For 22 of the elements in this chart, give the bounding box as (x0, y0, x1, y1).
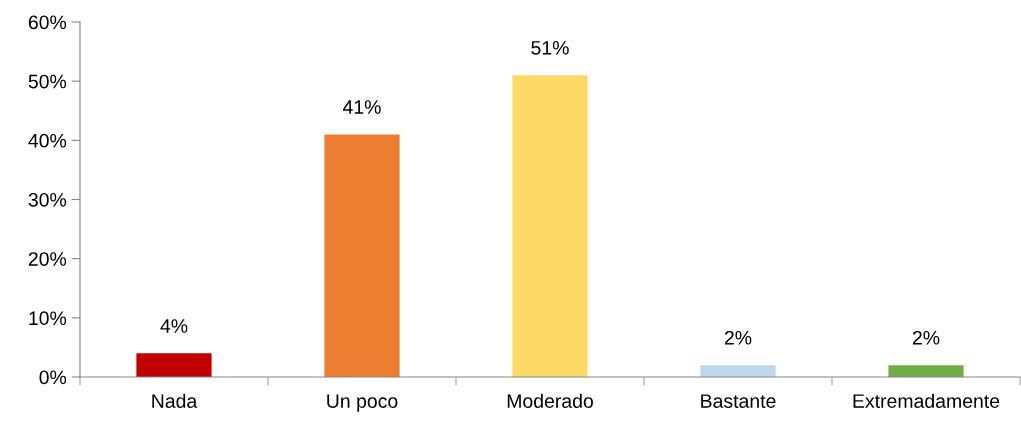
y-tick-label: 50% (28, 74, 67, 89)
y-tick-label: 40% (28, 133, 67, 148)
y-tick-label: 10% (29, 311, 67, 326)
bar (888, 365, 964, 377)
data-label: 51% (531, 41, 569, 55)
x-tick-label: Extremadamente (853, 393, 1000, 408)
bar (700, 365, 776, 377)
data-label: 2% (724, 330, 752, 345)
y-tick-label: 60% (28, 15, 67, 30)
x-tick-label: Nada (152, 393, 198, 408)
bar (512, 75, 588, 377)
data-label: 2% (912, 330, 940, 345)
x-tick-label: Un poco (327, 394, 398, 412)
data-label: 41% (342, 100, 381, 114)
bar (324, 134, 400, 377)
x-tick-label: Moderado (507, 393, 593, 408)
x-tick-label: Bastante (701, 394, 776, 408)
bar (136, 353, 212, 377)
data-label: 4% (160, 319, 188, 333)
y-tick-label: 20% (28, 252, 67, 266)
y-tick-label: 30% (28, 192, 67, 207)
y-tick-label: 0% (39, 370, 67, 385)
